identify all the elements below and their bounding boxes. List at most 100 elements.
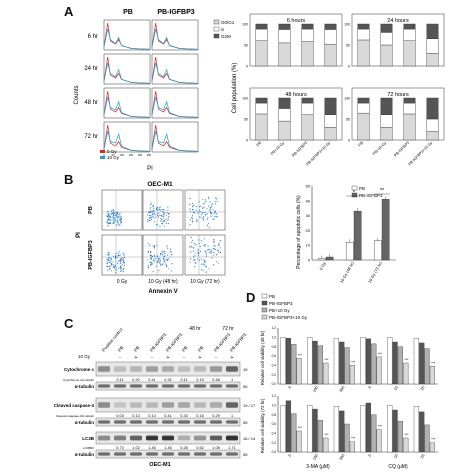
flow-event (212, 254, 214, 256)
blot-row-label: α-tubulin (75, 384, 95, 389)
d-viability-bar (392, 341, 398, 385)
histogram-frame (151, 53, 199, 85)
stacked-bar-segment (324, 23, 337, 30)
flow-event (153, 212, 156, 214)
flow-event (163, 214, 165, 216)
flow-event (123, 255, 125, 257)
stacked-subplot-title: 24 hours (387, 18, 409, 24)
flow-event (114, 219, 116, 221)
flow-event (200, 213, 203, 215)
flow-event (166, 245, 168, 247)
flow-event (117, 213, 119, 215)
flow-event (120, 257, 122, 259)
apoptotic-y-tick: 40 (306, 198, 311, 203)
flow-event (116, 266, 118, 268)
stacked-bar-segment (301, 114, 314, 141)
flow-event (210, 208, 212, 210)
flow-event (192, 209, 194, 211)
flow-event (159, 225, 161, 228)
stacked-bar-segment (426, 23, 439, 39)
blot-quant-value: 0.41 (164, 414, 171, 418)
flow-event (147, 214, 149, 216)
flow-event (170, 270, 173, 272)
blot-quant-label: Cleaved caspase-3/α-tubulin (56, 414, 94, 418)
blot-band (146, 384, 158, 388)
flow-event (193, 250, 195, 252)
flow-event (108, 259, 110, 261)
flow-event (159, 260, 161, 262)
flow-event (213, 264, 215, 266)
hist-y-label: Counts (74, 85, 80, 104)
blot-quant-value: 0.41 (148, 378, 155, 382)
flow-col-48hr: 10 Gy (48 hr) (148, 279, 178, 285)
blot-quant-value: 0.29 (212, 414, 219, 418)
stacked-bar-segment (255, 102, 268, 115)
hist-x-tick: 200 (138, 154, 143, 157)
blot-band (226, 402, 238, 408)
col-header-pb: PB (123, 9, 133, 16)
legend-swatch-10gy (100, 156, 105, 159)
flow-event (152, 206, 154, 208)
flow-event (108, 251, 110, 254)
panel-b-flow: OEC-M1 PB PB-IGFBP3 PI 0 Gy 10 Gy (48 hr… (76, 181, 226, 295)
flow-event (120, 215, 122, 217)
blot-kda: 16 / 14 (243, 436, 256, 441)
flow-plot-frame (101, 189, 143, 231)
blot-quant-value: 1.02 (132, 446, 139, 450)
flow-event (201, 212, 204, 214)
blot-band (178, 435, 190, 441)
blot-band (210, 420, 222, 424)
flow-event (161, 215, 163, 217)
flow-event (160, 217, 162, 219)
flow-event (153, 221, 155, 223)
flow-plot-frame (101, 234, 143, 276)
flow-event (114, 257, 117, 259)
flow-event (115, 212, 117, 214)
flow-event (167, 258, 169, 260)
legend-swatch-g2m (213, 33, 220, 39)
flow-event (110, 216, 112, 218)
flow-event (149, 216, 151, 218)
flow-event (119, 259, 122, 261)
histogram-trace (151, 28, 199, 50)
flow-event (150, 258, 152, 260)
flow-event (148, 210, 150, 212)
flow-event (192, 211, 194, 213)
flow-event (216, 200, 218, 202)
stacked-bar-segment (324, 127, 337, 141)
d-y-tick: 0.2 (272, 441, 277, 445)
flow-event (152, 215, 154, 217)
panel-b-bar-chart: Percentage of apoptotic cells (%) PB PB-… (296, 184, 396, 284)
legend-swatch-pb (351, 185, 358, 191)
flow-event (219, 247, 221, 249)
d-legend-label: PB (269, 294, 275, 299)
flow-event (110, 259, 112, 261)
d-x-label-left: 3-MA (μM) (306, 464, 330, 470)
flow-event (108, 257, 110, 259)
flow-event (109, 262, 111, 264)
flow-event (150, 257, 152, 259)
flow-row-pb-igfbp3: PB-IGFBP3 (88, 240, 94, 269)
flow-event (112, 218, 115, 220)
blot-band (114, 402, 126, 408)
flow-event (106, 262, 108, 265)
stacked-bar-segment (324, 43, 337, 67)
legend-swatch-pb-igfbp3 (351, 192, 358, 198)
significance-mark: * (353, 190, 356, 196)
flow-event (118, 215, 120, 217)
flow-event (212, 248, 214, 250)
flow-event (195, 209, 197, 211)
d-y-tick: 0.0 (272, 450, 277, 454)
stacked-bar-segment (357, 39, 370, 67)
d-y-tick: 0.2 (272, 373, 277, 377)
d-viability-bar (296, 358, 302, 385)
stacked-y-tick: 0 (348, 65, 350, 69)
flow-event (199, 245, 201, 248)
flow-event (114, 261, 116, 263)
stacked-bar-segment (403, 102, 416, 115)
flow-event (150, 215, 152, 217)
flow-event (190, 258, 192, 260)
stacked-bar-segment (403, 23, 416, 30)
d-viability-bar (397, 346, 403, 385)
flow-event (205, 252, 207, 254)
